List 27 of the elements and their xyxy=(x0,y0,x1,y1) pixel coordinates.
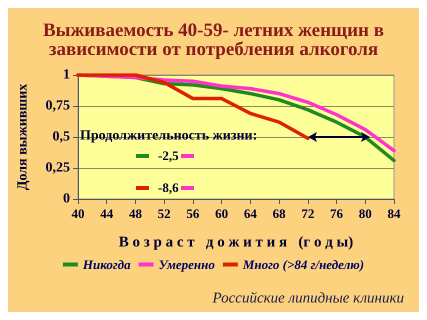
x-tick-label: 72 xyxy=(301,206,314,221)
y-axis-title: Доля выживших xyxy=(16,84,30,190)
y-tick-label: 0,25 xyxy=(46,160,70,176)
legend-label: Никогда xyxy=(82,257,132,272)
annotation: Продолжительность жизни: xyxy=(80,128,258,144)
y-tick-label: 0,5 xyxy=(52,130,70,144)
legend-label: Умеренно xyxy=(158,257,216,272)
annotation: -2,5 xyxy=(158,148,180,163)
x-tick-label: 84 xyxy=(388,206,401,221)
x-tick-label: 40 xyxy=(72,206,84,221)
x-tick-label: 64 xyxy=(244,206,258,221)
legend-label: Много (>84 г/неделю) xyxy=(242,257,364,272)
y-tick-label: 0,75 xyxy=(46,98,70,114)
chart-title: Выживаемость 40-59- летних женщин в зависимости от потребления алкоголя xyxy=(42,20,384,60)
annotation: -8,6 xyxy=(158,180,180,195)
x-tick-label: 80 xyxy=(358,206,372,221)
x-tick-label: 68 xyxy=(272,206,286,221)
y-tick-label: 0 xyxy=(63,192,70,206)
x-tick-label: 56 xyxy=(186,206,200,221)
x-tick-label: 44 xyxy=(100,206,114,221)
x-tick-label: 48 xyxy=(128,206,142,221)
text: Российские липидные клиники xyxy=(212,290,404,306)
x-tick-label: 60 xyxy=(215,206,228,221)
x-tick-label: 76 xyxy=(330,206,344,221)
y-tick-label: 1 xyxy=(63,68,70,82)
x-tick-label: 52 xyxy=(158,206,171,221)
x-axis-title: В о з р а с т д о ж и т и я (г о д ы) xyxy=(118,234,354,250)
